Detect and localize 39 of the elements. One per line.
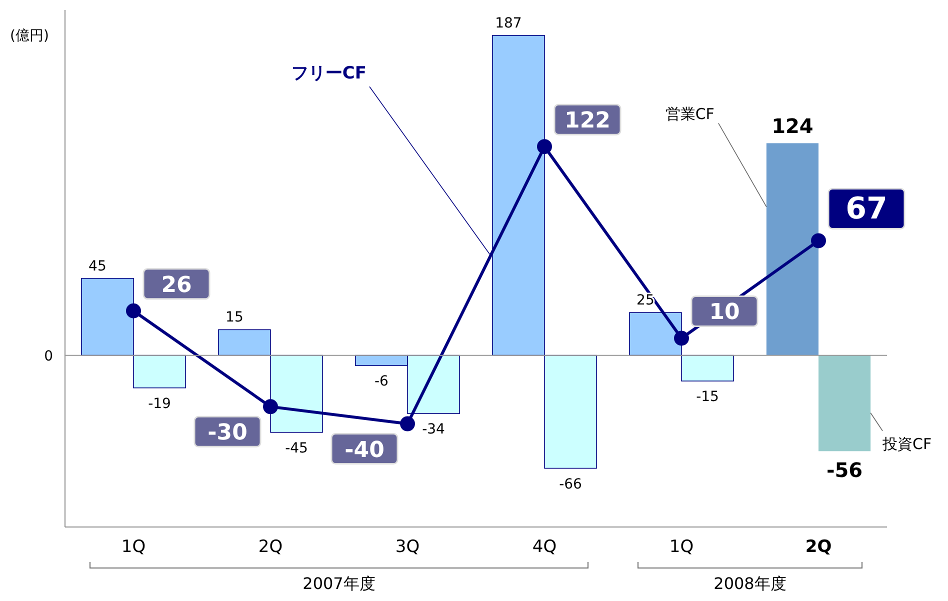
data-label: 15 — [226, 310, 244, 326]
data-label: 45 — [88, 258, 106, 274]
text: 0 — [44, 348, 53, 364]
x-tick-label: 1Q — [121, 537, 146, 557]
y-axis-title: (億円) — [10, 28, 49, 44]
point — [811, 233, 826, 248]
point — [126, 303, 141, 318]
data-label: 67 — [846, 192, 888, 227]
data-label: 26 — [161, 272, 192, 298]
series-label: 投資CF — [882, 434, 932, 453]
data-label: -45 — [285, 440, 308, 456]
x-tick-label: 2Q — [258, 537, 283, 557]
data-label: -19 — [148, 396, 171, 412]
x-tick-label: 2Q — [805, 537, 832, 557]
data-label: 122 — [564, 108, 610, 134]
data-label: -6 — [374, 374, 389, 390]
point — [263, 399, 278, 414]
point — [400, 416, 415, 432]
data-label: -30 — [208, 420, 248, 446]
point — [537, 139, 552, 154]
data-label: 124 — [772, 114, 814, 138]
text: 2007年度 — [302, 574, 376, 593]
point — [674, 330, 689, 346]
data-label: -56 — [826, 458, 863, 482]
data-label: -15 — [696, 389, 719, 406]
data-label: 187 — [495, 15, 522, 32]
text: 営業CF — [665, 105, 714, 124]
x-tick-label: 4Q — [532, 537, 557, 557]
text: 2008年度 — [714, 574, 786, 593]
bar — [766, 143, 818, 356]
bar — [818, 355, 871, 452]
x-tick-label: 1Q — [669, 537, 694, 557]
data-label: -66 — [559, 476, 582, 492]
data-label: -34 — [422, 422, 446, 438]
text: フリーCF — [291, 64, 366, 84]
x-tick-label: 3Q — [395, 537, 420, 557]
data-label: 25 — [636, 292, 654, 309]
data-label: 10 — [709, 300, 740, 326]
data-label: -40 — [344, 438, 384, 463]
